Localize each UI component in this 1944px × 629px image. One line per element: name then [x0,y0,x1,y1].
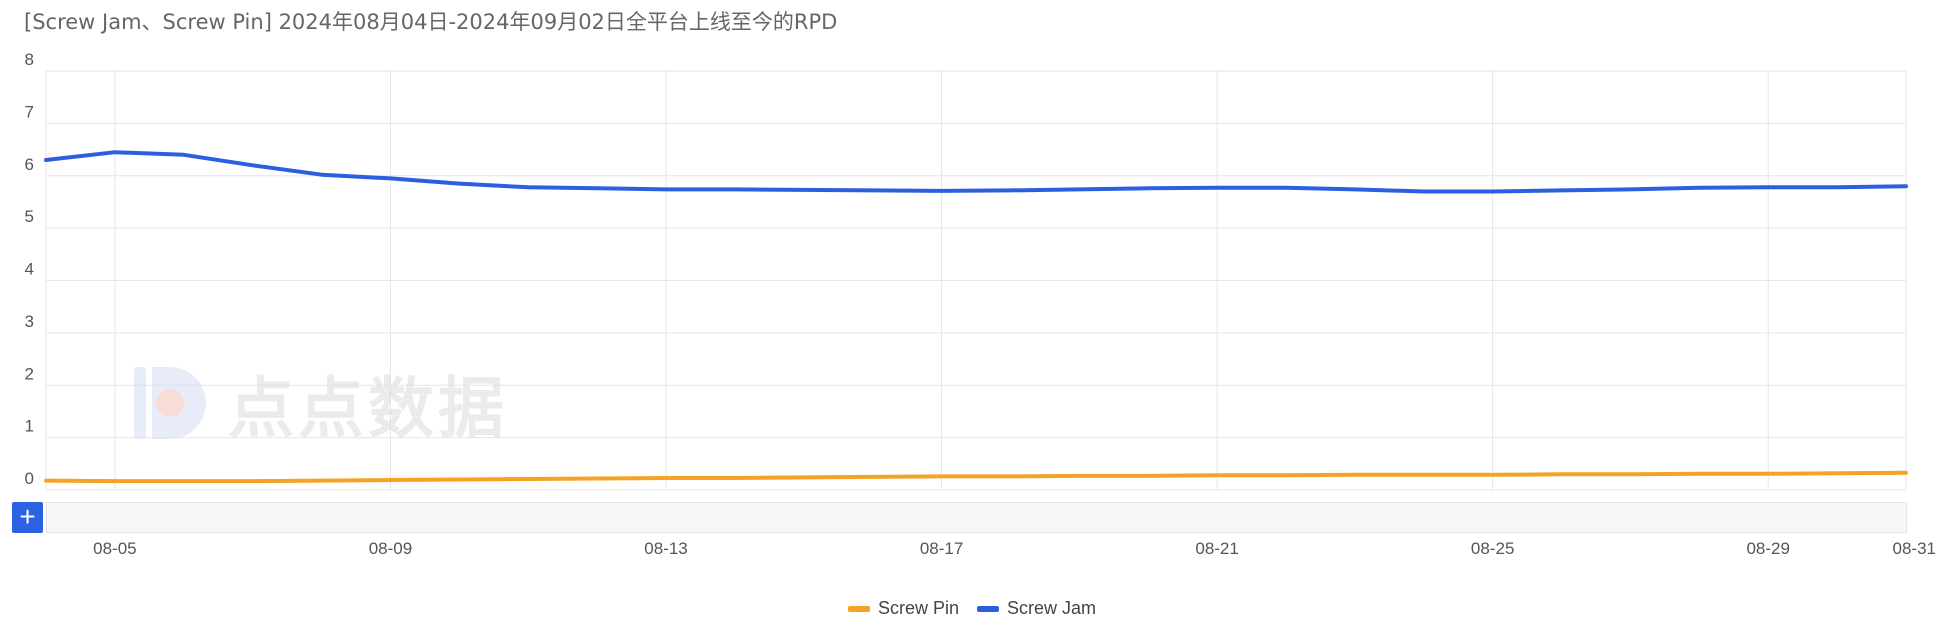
x-tick-label: 08-21 [1195,539,1238,558]
legend-label: Screw Jam [1007,598,1097,618]
chart-title: [Screw Jam、Screw Pin] 2024年08月04日-2024年0… [24,10,838,34]
y-tick-label: 0 [25,469,34,488]
x-tick-label: 08-29 [1746,539,1789,558]
y-tick-label: 6 [25,155,34,174]
series-lines [44,150,1908,484]
x-tick-label: 08-25 [1471,539,1514,558]
x-tick-label: 08-13 [644,539,687,558]
watermark-text: 点点数据 [228,370,508,447]
y-tick-label: 5 [25,207,34,226]
x-axis: 08-05 08-09 08-13 08-17 08-21 08-25 08-29 08-31 [93,539,1936,558]
y-tick-label: 8 [25,50,34,69]
x-tick-label: 08-05 [93,539,136,558]
x-tick-label: 08-17 [920,539,963,558]
series-line-screw-jam [44,150,1908,194]
zoom-slider-track[interactable] [46,502,1907,533]
x-tick-label: 08-31 [1893,539,1936,558]
series-line-screw-pin [44,470,1908,484]
x-tick-label: 08-09 [369,539,412,558]
legend-swatch [847,605,870,612]
y-tick-label: 4 [25,260,34,279]
y-axis: 0 1 2 3 4 5 6 7 8 [25,50,34,488]
watermark-icon [134,367,206,439]
legend-item-screw-jam[interactable]: Screw Jam [977,598,1096,619]
legend-item-screw-pin[interactable]: Screw Pin [847,598,959,619]
y-tick-label: 1 [25,417,34,436]
y-tick-label: 2 [25,364,34,383]
zoom-expand-button[interactable]: + [12,502,43,533]
legend: Screw Pin Screw Jam [0,598,1944,619]
watermark-logo: 点点数据 [130,355,508,451]
grid [45,70,1907,491]
legend-label: Screw Pin [877,598,959,618]
legend-swatch [977,605,999,612]
y-tick-label: 3 [25,312,34,331]
y-tick-label: 7 [25,102,34,121]
